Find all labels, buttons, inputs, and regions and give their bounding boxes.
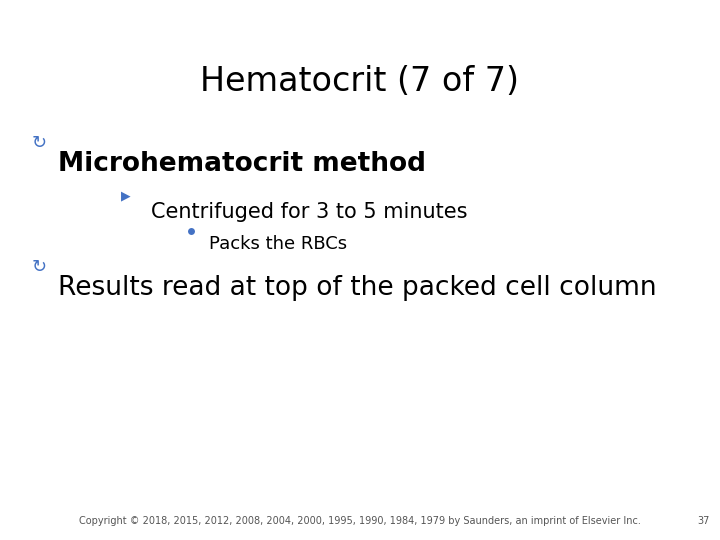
Text: ↻: ↻: [32, 258, 48, 276]
Text: ↻: ↻: [32, 134, 48, 152]
Text: Microhematocrit method: Microhematocrit method: [58, 151, 426, 177]
Text: Results read at top of the packed cell column: Results read at top of the packed cell c…: [58, 275, 656, 301]
Text: Copyright © 2018, 2015, 2012, 2008, 2004, 2000, 1995, 1990, 1984, 1979 by Saunde: Copyright © 2018, 2015, 2012, 2008, 2004…: [79, 516, 641, 526]
Text: Centrifuged for 3 to 5 minutes: Centrifuged for 3 to 5 minutes: [151, 202, 468, 222]
Text: ▶: ▶: [121, 190, 131, 202]
Text: 37: 37: [697, 516, 709, 526]
Text: Hematocrit (7 of 7): Hematocrit (7 of 7): [200, 65, 520, 98]
Text: Packs the RBCs: Packs the RBCs: [209, 235, 347, 253]
